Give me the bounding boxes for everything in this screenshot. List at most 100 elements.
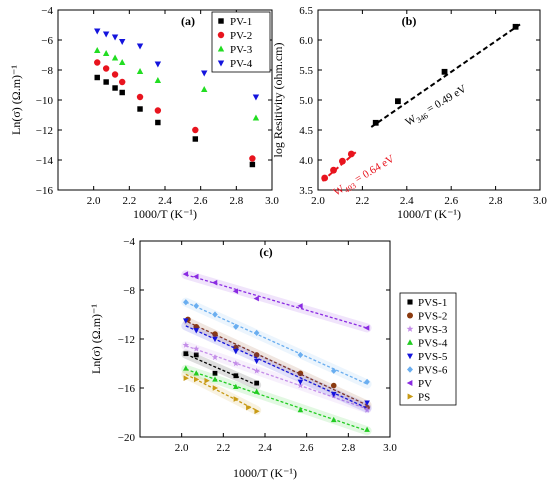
x-tick-label: 2.2 [122,195,136,207]
data-point [321,174,329,182]
data-point [254,380,260,386]
data-point [183,318,189,324]
data-point [330,382,337,389]
data-point [193,345,200,352]
data-point [154,61,162,68]
x-tick-label: 3.0 [265,195,279,207]
data-point [297,379,304,385]
legend-label: PV-3 [230,44,253,56]
fit-line [185,301,368,385]
legend-marker [217,45,225,52]
legend-marker [406,380,413,386]
data-point [94,28,101,35]
y-tick-label: −20 [118,432,136,444]
data-point [182,341,189,348]
x-axis-label: 1000/T (K⁻¹) [233,466,297,480]
data-point [136,43,144,50]
data-point [330,416,337,423]
data-point [297,370,304,377]
data-point [372,119,379,126]
data-point [212,311,218,318]
series-PVS-1 [183,351,260,386]
legend-label: PVS-4 [418,338,448,350]
data-point [193,302,200,310]
data-point [201,85,208,93]
data-point [249,155,256,162]
data-point [252,94,260,101]
data-point [111,34,119,41]
data-point [136,67,144,75]
legend-label: PS [418,392,430,404]
series-PVS-6 [183,299,370,385]
legend-marker [218,18,224,24]
series-PV-3 [94,46,260,121]
data-point [192,136,199,142]
x-tick-label: 2.2 [216,442,230,454]
x-tick-label: 2.4 [400,195,414,207]
data-point [119,89,125,96]
y-tick-label: −16 [36,185,54,197]
data-point [364,426,370,432]
fit-line [185,373,257,411]
legend-label: PVS-5 [418,351,448,363]
data-point [136,93,144,101]
data-point [183,365,189,371]
series-PV-4 [94,28,260,101]
data-point [137,106,143,112]
panel-label-c: (c) [259,245,272,259]
data-point [233,349,239,355]
data-point [512,23,519,30]
data-point [193,370,200,376]
data-point [102,65,110,72]
data-point [330,166,337,174]
data-point [297,382,304,389]
data-point [253,329,260,336]
data-point [249,161,256,168]
x-tick-label: 3.0 [533,195,547,207]
legend-a: PV-1 PV-2 PV-3 PV-4 [211,11,271,73]
legend-label: PV-4 [230,58,253,70]
legend-marker [407,366,413,373]
data-point [363,406,371,413]
legend-label: PVS-2 [418,311,447,323]
y-tick-label: 6.0 [299,35,313,47]
y-tick-label: −12 [118,334,135,346]
data-point [183,375,189,381]
y-tick-label: 5.0 [299,95,313,107]
data-point [441,68,448,75]
data-point [102,31,110,38]
legend-label: PVS-3 [418,324,448,336]
data-point [232,288,239,295]
data-point [297,303,303,309]
data-point [253,358,260,365]
data-point [212,336,218,343]
series-PVS-5 [183,318,370,406]
data-point [112,85,118,91]
series-b-0 [321,150,355,182]
data-point [347,150,355,158]
annotation-part: = 0.64 eV [351,153,397,187]
data-point [204,377,210,384]
y-tick-label: −8 [123,285,135,297]
data-point [201,70,208,77]
data-point [193,323,200,330]
data-point [183,351,189,357]
legend-marker [406,325,414,332]
data-point [102,49,110,57]
data-point [155,119,161,126]
legend-label: PV [418,378,432,390]
data-point [330,367,337,374]
data-point [364,378,370,385]
data-point [193,352,199,358]
x-axis-label: 1000/T (K⁻¹) [397,207,461,221]
data-point [183,299,189,306]
data-point [94,74,100,81]
data-point [233,373,239,379]
data-point [330,391,337,398]
data-point [94,59,101,66]
x-axis-label: 1000/T (K⁻¹) [133,207,197,221]
data-point [194,376,200,383]
data-point [252,114,260,121]
data-point [253,295,259,302]
data-point [253,352,260,358]
